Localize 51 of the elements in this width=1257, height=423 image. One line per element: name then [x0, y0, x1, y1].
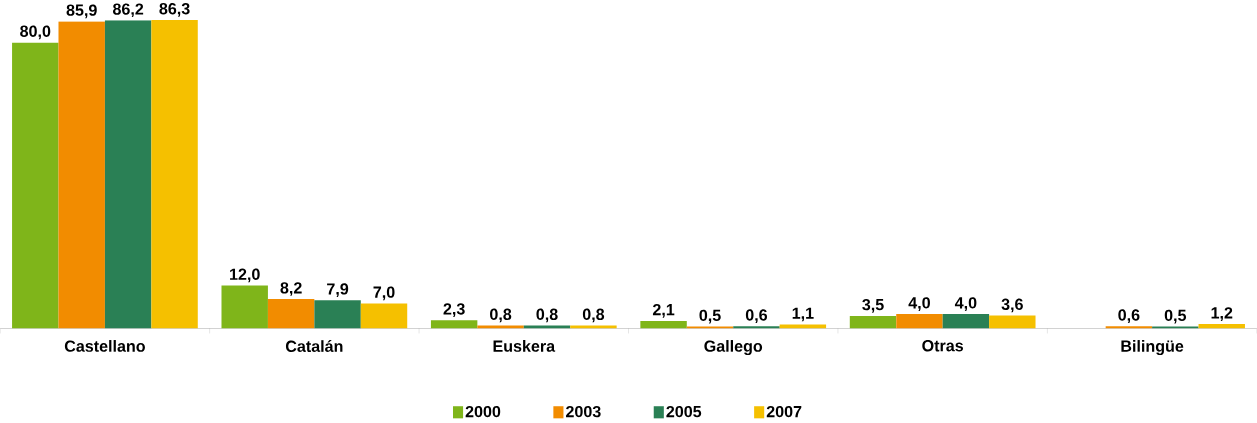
- bar: [989, 315, 1036, 329]
- x-tick-label: Gallego: [704, 340, 763, 356]
- bar: [314, 300, 361, 329]
- x-tick-label: Euskera: [493, 340, 556, 352]
- legend-label: 2005: [666, 406, 702, 418]
- bar: [12, 42, 59, 329]
- bar: [942, 314, 990, 329]
- bar: [1198, 324, 1245, 329]
- bar: [58, 21, 105, 329]
- data-label: 0,6: [745, 309, 768, 324]
- bar: [640, 321, 687, 329]
- data-label: 3,5: [862, 299, 884, 313]
- x-tick-label: Otras: [922, 340, 964, 352]
- data-label: 0,8: [536, 308, 558, 323]
- data-label: 0,6: [1118, 309, 1140, 324]
- data-label: 0,5: [699, 309, 721, 324]
- x-tick-label: Catalán: [285, 340, 343, 353]
- bar: [151, 20, 198, 329]
- data-label: 2,3: [443, 303, 465, 318]
- data-label: 3,6: [1001, 298, 1023, 313]
- bar: [430, 320, 478, 329]
- data-label: 7,0: [373, 286, 395, 301]
- data-label: 1,2: [1211, 307, 1233, 322]
- bar: [267, 299, 315, 329]
- data-label: 4,0: [908, 297, 930, 312]
- data-label: 0,5: [1164, 309, 1187, 324]
- bar: [849, 316, 897, 329]
- data-label: 2,1: [652, 304, 675, 318]
- data-label: 4,0: [954, 297, 977, 312]
- x-tick-label: Castellano: [64, 340, 145, 352]
- bar: [896, 314, 943, 329]
- legend-label: 2007: [766, 406, 802, 418]
- bar: [1105, 326, 1153, 329]
- data-label: 1,1: [792, 307, 814, 322]
- data-label: 0,8: [490, 308, 512, 323]
- data-label: 85,9: [66, 4, 97, 19]
- legend-label: 2000: [465, 406, 501, 418]
- data-label: 86,3: [159, 3, 190, 17]
- legend-label: 2003: [566, 406, 601, 418]
- data-label: 12,0: [230, 268, 260, 283]
- bar: [360, 303, 408, 329]
- data-label: 0,8: [582, 308, 605, 323]
- data-label: 80,0: [20, 25, 51, 40]
- bar: [779, 324, 827, 329]
- data-label: 8,2: [280, 282, 302, 297]
- bar: [104, 20, 152, 329]
- bar: [733, 326, 780, 329]
- x-tick-label: Bilingüe: [1121, 340, 1184, 356]
- data-label: 7,9: [327, 283, 349, 298]
- bar: [221, 285, 268, 329]
- data-label: 86,2: [112, 3, 144, 18]
